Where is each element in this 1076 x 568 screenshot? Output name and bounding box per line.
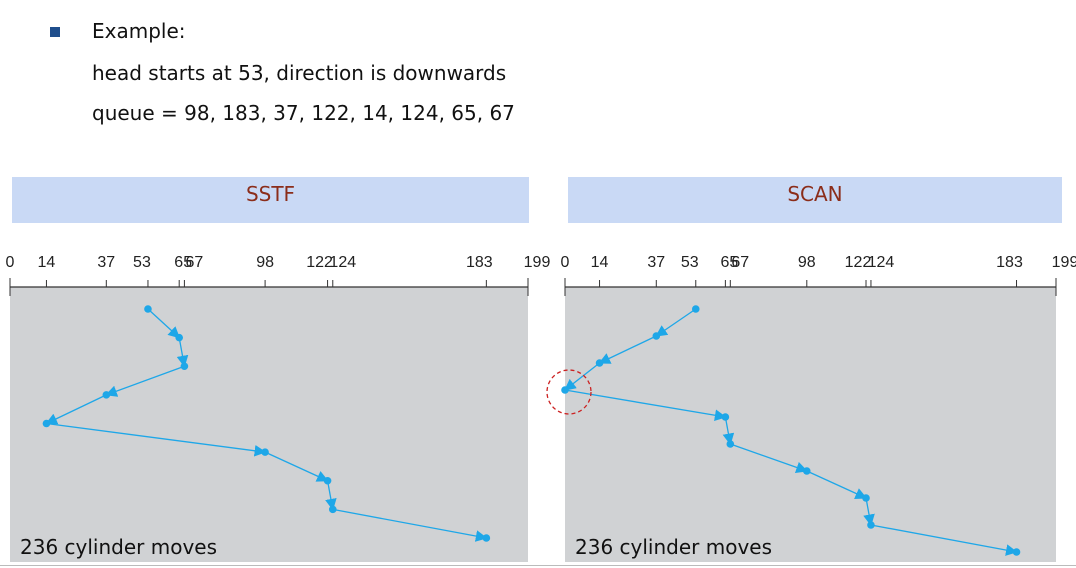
axis-tick-label: 199 bbox=[1052, 254, 1076, 271]
axis-tick-label: 67 bbox=[186, 254, 204, 271]
request-point bbox=[180, 362, 189, 371]
axis-tick-label: 124 bbox=[329, 254, 356, 271]
axis-tick-label: 0 bbox=[6, 254, 15, 271]
axis-tick-label: 124 bbox=[868, 254, 895, 271]
request-point bbox=[482, 534, 491, 542]
request-point bbox=[691, 305, 700, 313]
head-move-segment bbox=[655, 308, 697, 337]
request-point bbox=[867, 521, 875, 529]
request-point bbox=[726, 440, 735, 448]
head-move-segment bbox=[863, 497, 875, 527]
request-point bbox=[561, 386, 569, 394]
request-point bbox=[144, 305, 152, 313]
axis-tick-label: 37 bbox=[97, 254, 115, 271]
highlight-circle bbox=[546, 369, 592, 415]
head-move-segment bbox=[176, 337, 189, 368]
sstf-title: SSTF bbox=[12, 177, 529, 223]
example-head-start: head starts at 53, direction is downward… bbox=[92, 61, 507, 85]
head-move-segment bbox=[105, 365, 185, 397]
axis-tick-label: 53 bbox=[133, 254, 151, 271]
head-move-segment bbox=[730, 443, 808, 474]
axis-tick-label: 65 bbox=[720, 254, 738, 271]
head-move-segment bbox=[332, 508, 488, 542]
axis-tick-label: 183 bbox=[996, 254, 1023, 271]
head-move-segment bbox=[147, 308, 181, 339]
example-text-block: Example: head starts at 53, direction is… bbox=[0, 0, 1076, 150]
axis-tick-label: 98 bbox=[256, 254, 274, 271]
axis-tick-label: 65 bbox=[174, 254, 192, 271]
head-move-segment bbox=[325, 480, 337, 511]
request-point bbox=[1012, 548, 1021, 556]
plot-background bbox=[10, 287, 528, 562]
axis-tick-label: 122 bbox=[306, 254, 333, 271]
request-point bbox=[102, 391, 111, 399]
cylinder-moves-caption: 236 cylinder moves bbox=[575, 535, 772, 559]
scan-title: SCAN bbox=[568, 177, 1062, 223]
request-point bbox=[652, 332, 661, 340]
head-move-segment bbox=[564, 389, 727, 422]
axis-tick-label: 122 bbox=[845, 254, 872, 271]
axis-tick-label: 14 bbox=[38, 254, 56, 271]
request-point bbox=[721, 413, 730, 421]
bullet-square-icon bbox=[50, 27, 60, 37]
request-point bbox=[802, 467, 811, 475]
head-move-segment bbox=[264, 451, 329, 482]
request-point bbox=[42, 419, 51, 428]
axis-tick-label: 14 bbox=[591, 254, 609, 271]
axis-tick-label: 0 bbox=[561, 254, 570, 271]
axis-tick-label: 199 bbox=[524, 254, 551, 271]
axis-tick-label: 183 bbox=[466, 254, 493, 271]
cylinder-moves-caption: 236 cylinder moves bbox=[20, 535, 217, 559]
bottom-divider bbox=[0, 565, 1076, 566]
request-point bbox=[323, 476, 332, 485]
example-queue: queue = 98, 183, 37, 122, 14, 124, 65, 6… bbox=[92, 101, 515, 125]
axis-tick-label: 67 bbox=[731, 254, 749, 271]
request-point bbox=[175, 333, 183, 342]
request-point bbox=[328, 505, 337, 514]
head-move-segment bbox=[806, 470, 868, 499]
head-move-segment bbox=[722, 416, 735, 446]
head-move-segment bbox=[870, 524, 1018, 556]
head-move-segment bbox=[598, 335, 657, 364]
example-heading: Example: bbox=[92, 19, 186, 43]
axis-tick-label: 53 bbox=[681, 254, 699, 271]
request-point bbox=[862, 494, 870, 502]
head-move-segment bbox=[46, 422, 267, 457]
axis-tick-label: 37 bbox=[647, 254, 665, 271]
request-point bbox=[595, 359, 604, 367]
request-point bbox=[261, 448, 269, 456]
head-move-segment bbox=[564, 362, 600, 391]
head-move-segment bbox=[45, 394, 107, 425]
plot-background bbox=[565, 287, 1056, 562]
axis-tick-label: 98 bbox=[798, 254, 816, 271]
